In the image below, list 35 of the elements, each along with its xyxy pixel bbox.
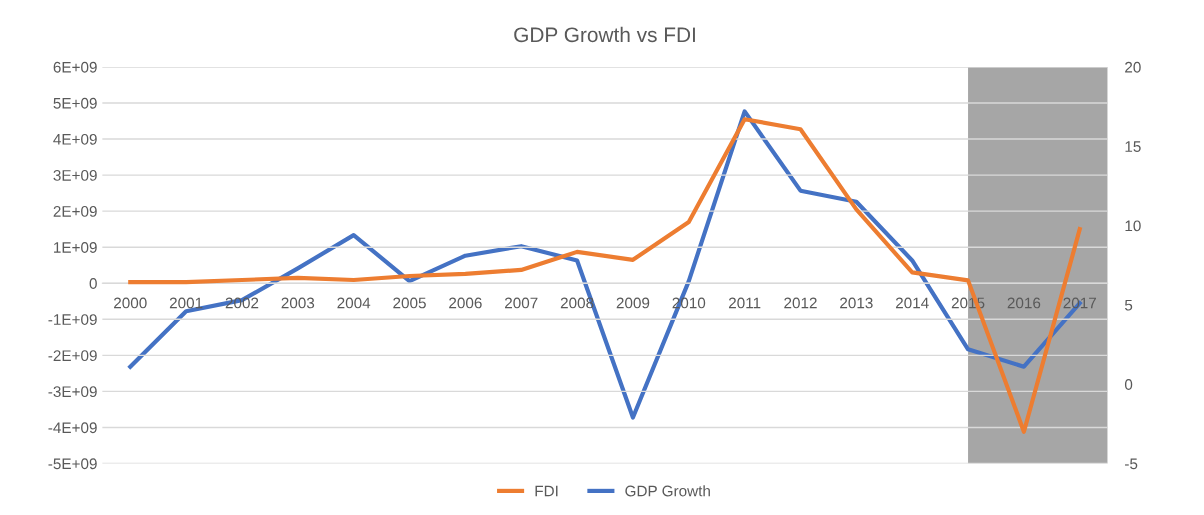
x-tick-label: 2000: [114, 297, 147, 309]
y-tick-label: -2E+09: [48, 350, 97, 362]
x-tick-label: 2001: [169, 297, 203, 309]
legend-label: FDI: [535, 485, 558, 497]
legend-label: GDP Growth: [625, 485, 710, 497]
y2-tick-label: -5: [1125, 458, 1138, 470]
chart-title: GDP Growth vs FDI: [514, 26, 695, 43]
x-tick-label: 2004: [337, 297, 371, 309]
y-tick-label: -5E+09: [48, 458, 97, 470]
x-tick-label: 2011: [728, 297, 761, 309]
y-tick-label: 3E+09: [53, 169, 97, 181]
y2-tick-label: 20: [1125, 61, 1141, 73]
y-tick-label: 6E+09: [53, 61, 97, 73]
x-tick-label: 2005: [393, 297, 426, 309]
y-tick-label: 0: [89, 278, 97, 289]
y-tick-label: 5E+09: [53, 97, 97, 109]
y-tick-label: 4E+09: [53, 133, 97, 145]
x-tick-label: 2003: [281, 297, 315, 309]
y2-tick-label: 0: [1124, 379, 1133, 390]
x-tick-label: 2007: [505, 297, 538, 309]
x-tick-label: 2012: [784, 297, 817, 309]
x-tick-label: 2006: [449, 297, 482, 309]
y-tick-label: 2E+09: [53, 206, 97, 217]
x-tick-label: 2014: [895, 297, 929, 309]
y2-tick-label: 15: [1125, 141, 1141, 152]
y-tick-label: -4E+09: [48, 422, 97, 434]
x-tick-label: 2017: [1063, 297, 1096, 309]
y-tick-label: -1E+09: [48, 314, 97, 325]
y2-tick-label: 5: [1124, 299, 1133, 311]
y-tick-label: 1E+09: [54, 242, 97, 253]
x-tick-label: 2009: [616, 297, 650, 309]
x-tick-label: 2016: [1007, 297, 1041, 309]
x-tick-label: 2013: [840, 297, 873, 309]
y-tick-label: -3E+09: [48, 386, 97, 398]
y2-tick-label: 10: [1125, 220, 1141, 232]
